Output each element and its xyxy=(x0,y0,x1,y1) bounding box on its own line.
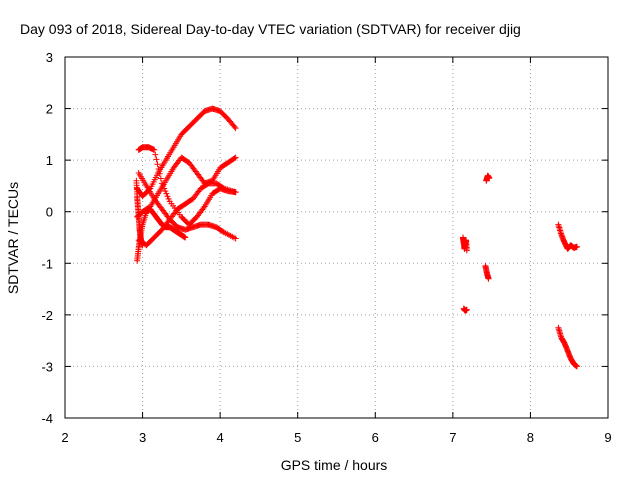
data-point xyxy=(165,195,172,202)
data-point xyxy=(463,247,470,254)
y-tick-label: -1 xyxy=(41,256,53,271)
series-cluster-7-45-low xyxy=(482,262,492,282)
data-point xyxy=(164,193,171,200)
data-point xyxy=(163,190,170,197)
data-point xyxy=(573,363,580,370)
x-tick-label: 3 xyxy=(139,430,146,445)
data-point xyxy=(160,182,167,189)
series-cluster-7-1 xyxy=(459,234,470,254)
y-tick-label: 3 xyxy=(46,50,53,65)
data-point xyxy=(182,234,189,241)
series-track-d xyxy=(135,170,239,242)
plot-frame xyxy=(64,56,609,419)
x-tick-label: 6 xyxy=(372,430,379,445)
x-tick-label: 2 xyxy=(61,430,68,445)
y-tick-label: -3 xyxy=(41,359,53,374)
data-point xyxy=(232,189,239,196)
data-point xyxy=(151,146,158,153)
chart-title: Day 093 of 2018, Sidereal Day-to-day VTE… xyxy=(20,21,521,37)
y-axis-label: SDTVAR / TECUs xyxy=(5,182,21,294)
data-point xyxy=(152,151,159,158)
data-point xyxy=(232,235,239,242)
data-points xyxy=(133,105,580,370)
data-point xyxy=(463,306,470,313)
x-tick-label: 9 xyxy=(604,430,611,445)
data-point xyxy=(485,275,492,282)
y-tick-label: 2 xyxy=(46,102,53,117)
series-track-e xyxy=(135,144,239,228)
series-cluster-8-5-low xyxy=(555,324,580,370)
data-point xyxy=(139,242,146,249)
series-cluster-7-1-low xyxy=(460,305,470,314)
data-point xyxy=(158,180,165,187)
x-tick-label: 7 xyxy=(449,430,456,445)
y-tick-label: -2 xyxy=(41,308,53,323)
grid-lines xyxy=(65,57,608,418)
x-tick-label: 5 xyxy=(294,430,301,445)
data-point xyxy=(232,154,239,161)
data-point xyxy=(154,161,161,168)
data-point xyxy=(231,123,238,130)
x-axis-label: GPS time / hours xyxy=(281,457,388,473)
series-cluster-8-5 xyxy=(555,221,580,252)
data-point xyxy=(486,175,493,182)
y-tick-label: 1 xyxy=(46,153,53,168)
x-tick-label: 4 xyxy=(217,430,224,445)
x-tick-label: 8 xyxy=(527,430,534,445)
data-point xyxy=(161,185,168,192)
data-point xyxy=(573,243,580,250)
data-point xyxy=(232,125,239,132)
series-cluster-7-45 xyxy=(483,172,493,184)
data-point xyxy=(156,170,163,177)
data-point xyxy=(200,205,207,212)
data-point xyxy=(157,175,164,182)
data-point xyxy=(162,188,169,195)
data-point xyxy=(153,156,160,163)
data-point xyxy=(155,165,162,172)
axis-ticks: 2 3 4 5 6 7 8 9 -4 -3 -2 -1 0 1 2 3 xyxy=(41,50,611,445)
y-tick-label: 0 xyxy=(46,205,53,220)
series-track-g xyxy=(133,177,146,249)
y-tick-label: -4 xyxy=(41,411,53,426)
data-point xyxy=(231,155,238,162)
